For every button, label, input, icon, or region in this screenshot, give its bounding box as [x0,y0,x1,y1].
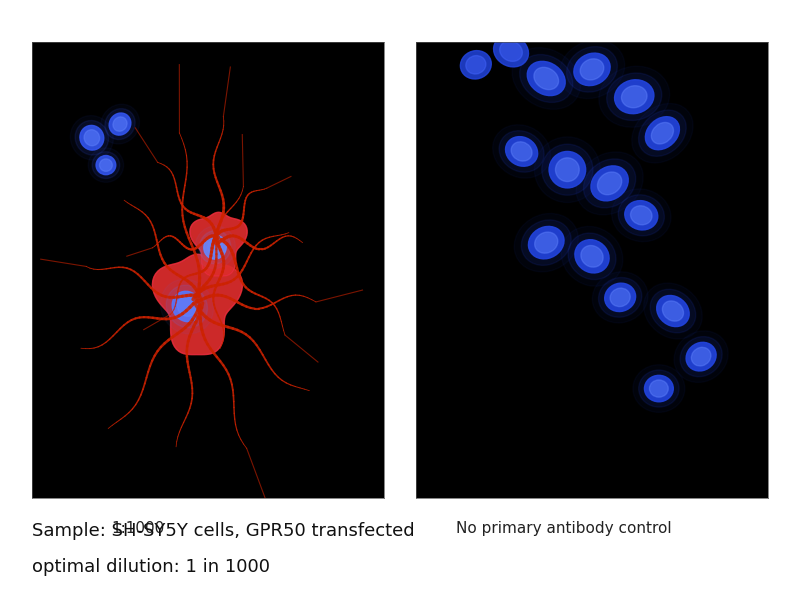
Ellipse shape [522,220,571,265]
Ellipse shape [500,41,522,61]
Ellipse shape [580,59,604,80]
Ellipse shape [606,73,662,121]
Ellipse shape [614,80,654,113]
Ellipse shape [583,159,636,208]
Ellipse shape [645,376,674,402]
Ellipse shape [592,272,648,323]
Text: Sample: SH-SY5Y cells, GPR50 transfected: Sample: SH-SY5Y cells, GPR50 transfected [32,522,414,540]
Ellipse shape [549,151,586,188]
Ellipse shape [172,291,202,322]
Text: 1:1000: 1:1000 [111,521,164,536]
Ellipse shape [92,152,120,179]
Ellipse shape [84,130,100,146]
Ellipse shape [555,158,579,182]
Ellipse shape [75,121,109,155]
Ellipse shape [561,226,623,286]
Ellipse shape [599,66,670,127]
Ellipse shape [70,116,114,160]
Ellipse shape [204,235,226,259]
Ellipse shape [534,137,600,203]
Ellipse shape [662,301,683,321]
Ellipse shape [611,189,671,242]
Ellipse shape [178,296,197,316]
Ellipse shape [527,61,566,95]
Ellipse shape [568,233,616,280]
Ellipse shape [581,245,603,267]
Text: optimal dilution: 1 in 1000: optimal dilution: 1 in 1000 [32,558,270,576]
Ellipse shape [575,239,609,273]
Ellipse shape [574,53,610,86]
Ellipse shape [566,47,618,92]
Ellipse shape [161,279,214,334]
Polygon shape [152,254,242,355]
Ellipse shape [113,117,127,131]
Ellipse shape [99,159,112,172]
Ellipse shape [650,380,668,397]
Ellipse shape [646,116,679,150]
Ellipse shape [651,122,674,144]
Ellipse shape [605,283,636,311]
Ellipse shape [194,226,235,269]
Ellipse shape [610,288,630,307]
Ellipse shape [638,110,686,157]
Polygon shape [190,212,247,276]
Ellipse shape [529,226,564,259]
Ellipse shape [96,155,116,175]
Ellipse shape [680,337,722,377]
Ellipse shape [520,55,573,103]
Ellipse shape [514,214,578,272]
Ellipse shape [199,230,230,264]
Ellipse shape [80,125,104,150]
Ellipse shape [511,142,532,161]
Ellipse shape [598,277,642,317]
Ellipse shape [632,103,693,163]
Polygon shape [190,212,247,276]
Ellipse shape [101,104,139,144]
Ellipse shape [559,40,625,98]
Ellipse shape [622,86,647,108]
Ellipse shape [166,285,207,328]
Ellipse shape [591,166,628,201]
Ellipse shape [657,295,690,326]
Ellipse shape [598,172,622,195]
Ellipse shape [686,343,716,371]
Ellipse shape [499,131,544,172]
Ellipse shape [208,239,222,255]
Ellipse shape [576,152,643,215]
Ellipse shape [88,148,124,182]
Ellipse shape [633,365,685,412]
Ellipse shape [638,370,679,407]
Ellipse shape [618,195,664,236]
Ellipse shape [650,289,696,333]
Polygon shape [152,254,242,355]
Ellipse shape [630,206,652,225]
Ellipse shape [534,67,558,89]
Ellipse shape [625,200,658,230]
Ellipse shape [105,109,135,140]
Ellipse shape [512,47,581,109]
Ellipse shape [109,113,131,135]
Ellipse shape [674,331,728,382]
Ellipse shape [534,232,558,253]
Ellipse shape [494,35,529,67]
Ellipse shape [466,56,486,74]
Ellipse shape [542,144,593,195]
Ellipse shape [644,283,702,339]
Ellipse shape [506,137,538,166]
Ellipse shape [691,347,711,366]
Ellipse shape [493,125,550,178]
Text: No primary antibody control: No primary antibody control [456,521,672,536]
Ellipse shape [460,50,491,79]
